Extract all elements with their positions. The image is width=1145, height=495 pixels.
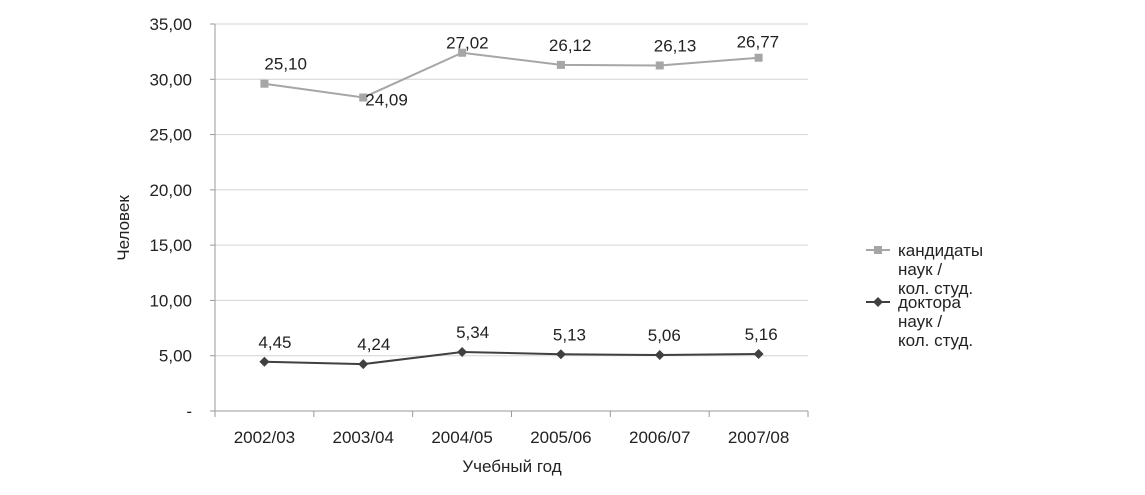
series-line	[264, 350, 759, 366]
x-tick-label: 2006/07	[629, 428, 690, 447]
legend-label: кол. студ.	[898, 331, 973, 350]
x-tick-label: 2005/06	[530, 428, 591, 447]
legend-label: наук /	[898, 260, 942, 279]
data-label: 5,06	[648, 326, 681, 345]
data-point-marker	[359, 93, 368, 102]
legend-label: кандидаты	[898, 241, 983, 260]
data-point-marker	[753, 348, 764, 359]
data-label: 5,34	[456, 323, 489, 342]
y-axis-title: Человек	[114, 195, 133, 261]
data-label: 25,10	[264, 55, 307, 74]
legend-marker	[873, 297, 883, 307]
data-point-marker	[555, 349, 566, 360]
x-axis-title: Учебный год	[462, 457, 561, 476]
data-point-marker	[458, 48, 467, 57]
data-label: 4,45	[258, 333, 291, 352]
legend-marker	[874, 246, 882, 254]
x-tick-label: 2003/04	[333, 428, 394, 447]
y-tick-label: 5,00	[159, 347, 192, 366]
data-label: 26,13	[654, 36, 697, 55]
data-point-marker	[358, 359, 369, 370]
y-tick-label: 35,00	[149, 15, 192, 34]
data-label: 4,24	[357, 335, 390, 354]
data-point-marker	[260, 79, 269, 88]
data-label: 5,13	[553, 325, 586, 344]
data-labels: 25,10 24,09 27,02 26,12 26,13 26,77 4,45 4,24 5,…	[258, 33, 779, 354]
y-tick-label: 20,00	[149, 181, 192, 200]
data-point-marker	[655, 61, 664, 70]
legend-label: доктора	[898, 293, 962, 312]
x-tick-label: 2004/05	[431, 428, 492, 447]
series-layer	[259, 48, 764, 370]
y-tick-label: 30,00	[149, 70, 192, 89]
data-point-marker	[754, 53, 763, 62]
data-point-marker	[556, 60, 565, 69]
x-tick-label: 2007/08	[728, 428, 789, 447]
axes: - 5,00 10,00 15,00 20,00 25,00 30,00 35,00 2002/…	[149, 15, 809, 447]
y-tick-label: 10,00	[149, 291, 192, 310]
data-label: 26,12	[549, 36, 592, 55]
data-label: 27,02	[446, 34, 489, 53]
y-tick-label: 25,00	[149, 126, 192, 145]
x-tick-label: 2002/03	[234, 428, 295, 447]
data-point-marker	[457, 346, 468, 357]
data-label: 24,09	[365, 91, 408, 110]
y-tick-label: 15,00	[149, 236, 192, 255]
legend-label: кол. студ.	[898, 279, 973, 298]
data-label: 26,77	[737, 33, 780, 52]
gridlines	[215, 23, 808, 357]
data-label: 5,16	[745, 325, 778, 344]
data-point-marker	[259, 356, 270, 367]
legend-label: наук /	[898, 312, 942, 331]
series-line	[264, 51, 759, 99]
y-tick-label: -	[186, 402, 192, 421]
data-point-marker	[654, 350, 665, 361]
